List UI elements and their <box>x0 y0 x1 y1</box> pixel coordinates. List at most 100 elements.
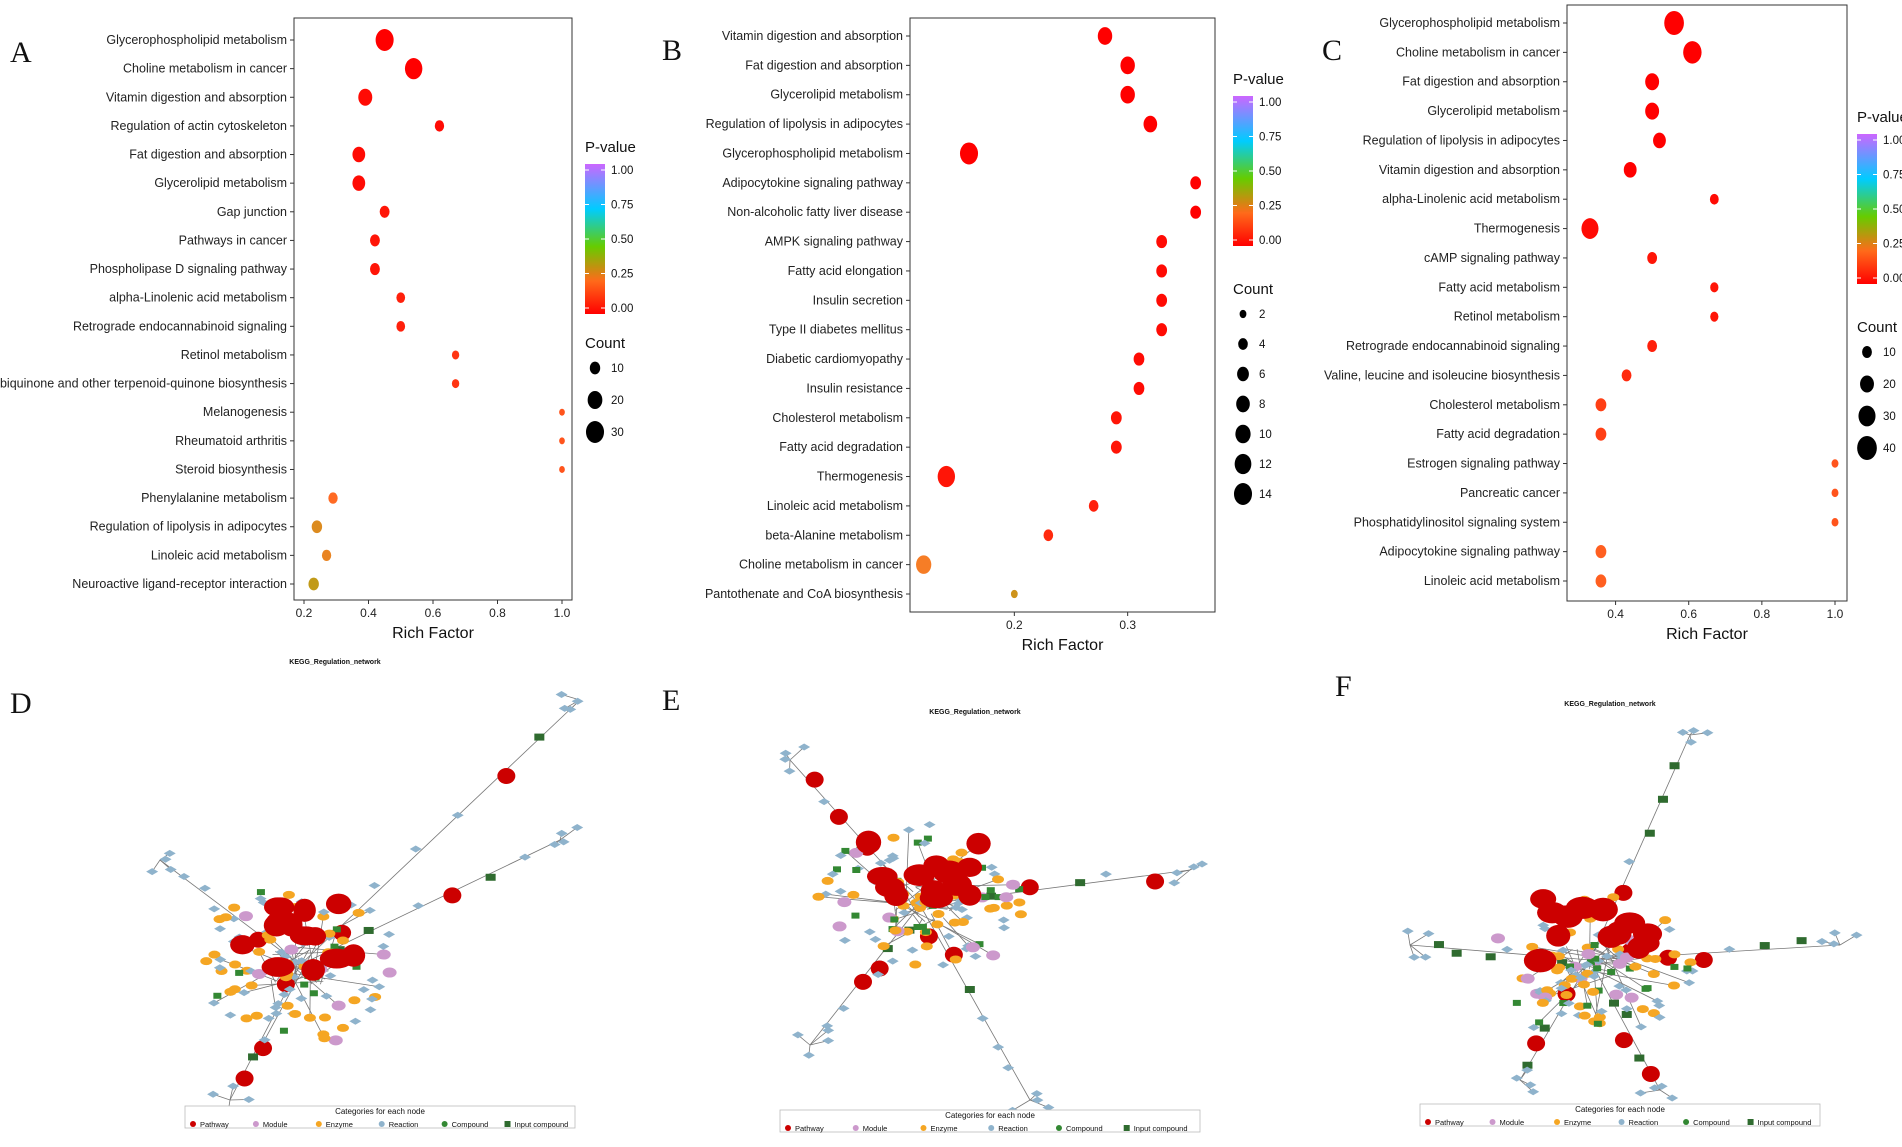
colorbar-tick-label: 0.00 <box>611 303 633 315</box>
term-label: Regulation of actin cytoskeleton <box>111 119 288 133</box>
reaction-node <box>409 845 422 853</box>
point-choline-metabolism-in-cancer <box>916 555 932 574</box>
term-label: Cholesterol metabolism <box>772 411 903 425</box>
count-legend-dot <box>1238 338 1248 350</box>
pathway-node <box>1614 1032 1633 1049</box>
input-compound-node <box>1075 879 1086 887</box>
point-retrograde-endocannabinoid-signaling <box>1647 340 1658 353</box>
colorbar-tick-label: 0.50 <box>1883 204 1902 216</box>
reaction-node <box>1676 728 1689 736</box>
pathway-node <box>805 771 824 788</box>
input-compound-node <box>1608 999 1619 1007</box>
compound-node <box>1590 942 1599 949</box>
count-legend-dot <box>1860 375 1874 393</box>
point-retrograde-endocannabinoid-signaling <box>396 321 406 332</box>
legend-swatch <box>785 1125 791 1131</box>
module-node <box>1490 933 1505 944</box>
module-node <box>1624 992 1639 1003</box>
panel-label-c: C <box>1322 34 1342 67</box>
input-compound-node <box>1669 762 1680 770</box>
colorbar-tick-label: 1.00 <box>1883 135 1902 147</box>
pathway-node <box>254 1040 273 1057</box>
point-insulin-secretion <box>1156 293 1168 307</box>
point-cholesterol-metabolism <box>1110 411 1122 425</box>
compound-node <box>890 916 899 923</box>
reaction-node <box>863 928 876 936</box>
compound-node <box>1583 1002 1592 1009</box>
enzyme-node <box>1636 1005 1649 1014</box>
reaction-node <box>1422 930 1435 938</box>
enzyme-node <box>1587 987 1600 996</box>
reaction-node <box>519 853 532 861</box>
point-choline-metabolism-in-cancer <box>1683 41 1702 64</box>
reaction-node <box>872 971 885 979</box>
enzyme-node <box>281 1001 294 1010</box>
module-node <box>376 949 391 960</box>
enzyme-node <box>812 892 825 901</box>
pathway-node <box>1626 937 1651 959</box>
panel-label-a: A <box>10 36 32 69</box>
network-e: KEGG_Regulation_network Categories for ea… <box>779 709 1209 1133</box>
network-d: KEGG_Regulation_network Categories for ea… <box>146 659 584 1129</box>
compound-node <box>1559 1000 1568 1007</box>
compound-node <box>213 992 222 999</box>
reaction-node <box>275 948 288 956</box>
edge <box>1409 933 1429 946</box>
point-fatty-acid-metabolism <box>1710 282 1719 293</box>
reaction-node <box>779 755 792 763</box>
term-label: Thermogenesis <box>1474 222 1560 236</box>
pathway-node <box>497 767 516 784</box>
compound-node <box>1512 999 1521 1006</box>
pathway-node <box>1146 873 1165 890</box>
enzyme-node <box>948 918 961 927</box>
reaction-node <box>1170 869 1183 877</box>
point-vitamin-digestion-and-absorption <box>1097 27 1113 45</box>
reaction-node <box>227 1082 240 1090</box>
enzyme-node <box>949 955 962 964</box>
network-f: KEGG_Regulation_network Categories for ea… <box>1401 701 1863 1127</box>
pathway-node <box>855 830 882 854</box>
network-edges <box>785 746 1203 1111</box>
term-label: Retrograde endocannabinoid signaling <box>73 319 287 333</box>
compound-node <box>1683 965 1692 972</box>
pathway-node <box>966 832 991 855</box>
term-label: alpha-Linolenic acid metabolism <box>1382 192 1560 206</box>
term-label: Choline metabolism in cancer <box>739 558 903 572</box>
enzyme-node <box>1629 962 1642 971</box>
compound-node <box>1593 1020 1602 1027</box>
enzyme-node <box>887 833 900 842</box>
reaction-node <box>992 1043 1005 1051</box>
enzyme-node <box>245 981 258 990</box>
pvalue-colorbar <box>1857 134 1877 284</box>
point-vitamin-digestion-and-absorption <box>1623 162 1637 178</box>
reaction-node <box>937 961 950 969</box>
point-beta-alanine-metabolism <box>1043 529 1054 542</box>
count-legend-title: Count <box>1857 319 1898 336</box>
enzyme-node <box>1668 950 1681 959</box>
term-label: Fatty acid degradation <box>779 440 903 454</box>
pvalue-colorbar <box>1233 96 1253 246</box>
reaction-node <box>365 995 378 1003</box>
network-legend-title: Categories for each node <box>945 1111 1035 1120</box>
enzyme-node <box>847 890 860 899</box>
enzyme-node <box>1013 898 1026 907</box>
pvalue-legend-title: P-value <box>1233 71 1284 88</box>
module-node <box>837 897 852 908</box>
input-compound-node <box>1539 1024 1550 1032</box>
x-tick-label: 0.2 <box>296 606 313 620</box>
dotplot-b: Vitamin digestion and absorption Fat dige… <box>705 17 1284 654</box>
enzyme-node <box>992 875 1005 884</box>
reaction-node <box>1557 946 1570 954</box>
compound-node <box>1591 955 1600 962</box>
legend-label: Compound <box>1693 1118 1730 1127</box>
enzyme-node <box>289 1009 302 1018</box>
reaction-node <box>1685 738 1698 746</box>
reaction-node <box>269 1004 282 1012</box>
legend-label: Input compound <box>1758 1118 1812 1127</box>
legend-swatch <box>988 1125 995 1131</box>
point-adipocytokine-signaling-pathway <box>1595 545 1607 559</box>
reaction-node <box>869 935 882 943</box>
compound-node <box>332 926 341 933</box>
reaction-node <box>898 909 911 917</box>
term-label: Diabetic cardiomyopathy <box>766 352 904 366</box>
